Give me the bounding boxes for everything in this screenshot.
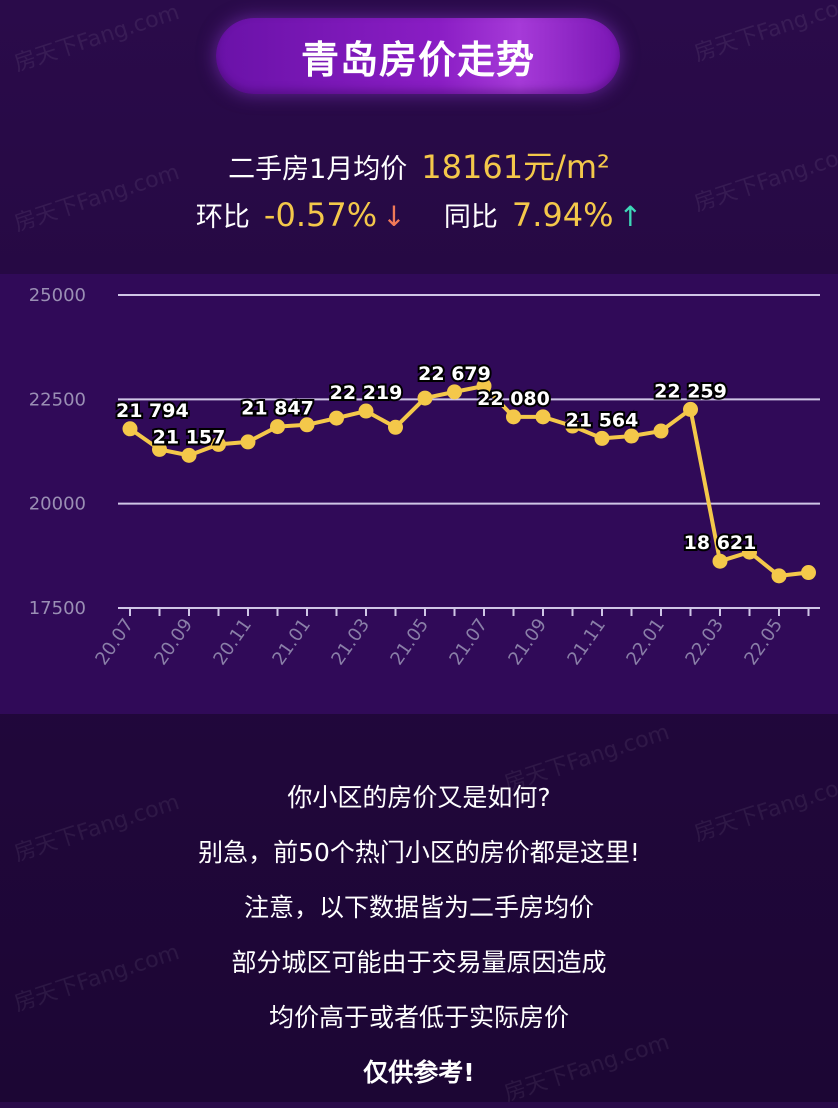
x-tick-label: 21.05 <box>386 615 433 669</box>
x-tick-label: 21.09 <box>504 615 551 669</box>
watermark: 房天下Fang.com <box>11 0 183 77</box>
data-point <box>535 409 551 425</box>
data-label: 18 621 <box>684 532 757 554</box>
mom-value: -0.57% <box>263 196 378 234</box>
footer-line: 别急，前50个热门小区的房价都是这里! <box>198 838 640 867</box>
mom-label: 环比 <box>195 202 250 233</box>
data-label: 21 564 <box>566 409 639 431</box>
average-price-label: 二手房1月均价 <box>228 154 408 185</box>
footer-line: 部分城区可能由于交易量原因造成 <box>231 948 607 977</box>
x-tick-label: 21.07 <box>445 615 492 669</box>
y-tick-label: 20000 <box>29 494 86 515</box>
x-tick-label: 21.03 <box>327 615 374 669</box>
data-label: 21 847 <box>241 398 314 420</box>
title-banner: 青岛房价走势 <box>216 18 620 94</box>
y-tick-label: 17500 <box>29 598 86 619</box>
x-tick-label: 20.09 <box>150 615 197 669</box>
data-point <box>742 544 757 560</box>
data-point <box>240 434 256 450</box>
data-point <box>801 565 816 581</box>
data-label: 22 080 <box>477 388 550 410</box>
x-tick-label: 22.05 <box>740 615 787 669</box>
data-point <box>771 568 787 584</box>
change-row: 环比 -0.57% ↓ 同比 7.94% ↑ <box>0 195 838 234</box>
footer-notes: 你小区的房价又是如何? 别急，前50个热门小区的房价都是这里! 注意，以下数据皆… <box>0 770 838 1100</box>
price-trend-chart: 25000 22500 20000 17500 20.07 20.09 20.11 21.01… <box>0 274 838 714</box>
data-label: 22 219 <box>330 382 403 404</box>
x-tick-label: 20.07 <box>91 615 138 669</box>
average-price-value: 18161元/m² <box>421 148 610 186</box>
data-point <box>417 390 433 406</box>
footer-line: 注意，以下数据皆为二手房均价 <box>243 893 594 922</box>
x-tick-label: 21.01 <box>268 615 315 669</box>
data-label: 21 794 <box>116 400 189 422</box>
data-point <box>447 384 462 400</box>
data-point <box>594 430 610 446</box>
average-price-row: 二手房1月均价 18161元/m² <box>0 142 838 188</box>
data-label: 21 157 <box>153 426 226 448</box>
data-point <box>506 409 521 425</box>
watermark: 房天下Fang.com <box>691 0 838 67</box>
data-point <box>358 403 374 419</box>
arrow-down-icon: ↓ <box>382 200 406 233</box>
data-point <box>152 441 167 457</box>
data-point <box>476 378 492 394</box>
footer-line: 你小区的房价又是如何? <box>287 783 551 812</box>
x-tick-label: 20.11 <box>209 615 256 669</box>
data-point <box>181 447 197 463</box>
arrow-up-icon: ↑ <box>618 200 643 233</box>
x-tick-label: 22.03 <box>681 615 728 669</box>
data-point <box>329 410 344 426</box>
y-tick-label: 22500 <box>29 389 86 410</box>
x-tick-label: 21.11 <box>563 615 610 669</box>
data-point <box>565 418 580 434</box>
data-point <box>270 419 285 435</box>
data-point <box>653 423 669 439</box>
data-point <box>683 401 698 417</box>
footer-final-note: 仅供参考! <box>363 1058 475 1087</box>
yoy-value: 7.94% <box>511 196 614 234</box>
y-tick-label: 25000 <box>29 285 86 306</box>
data-point <box>211 436 226 452</box>
data-point <box>712 553 728 569</box>
x-tick-label: 22.01 <box>622 615 669 669</box>
data-point <box>122 421 138 437</box>
data-label: 22 679 <box>418 363 491 385</box>
data-point <box>388 419 403 435</box>
data-point <box>299 417 315 433</box>
data-label: 22 259 <box>654 380 727 402</box>
page-title: 青岛房价走势 <box>300 37 535 82</box>
footer-line: 均价高于或者低于实际房价 <box>268 1003 569 1032</box>
yoy-label: 同比 <box>443 202 498 233</box>
data-point <box>624 428 639 444</box>
